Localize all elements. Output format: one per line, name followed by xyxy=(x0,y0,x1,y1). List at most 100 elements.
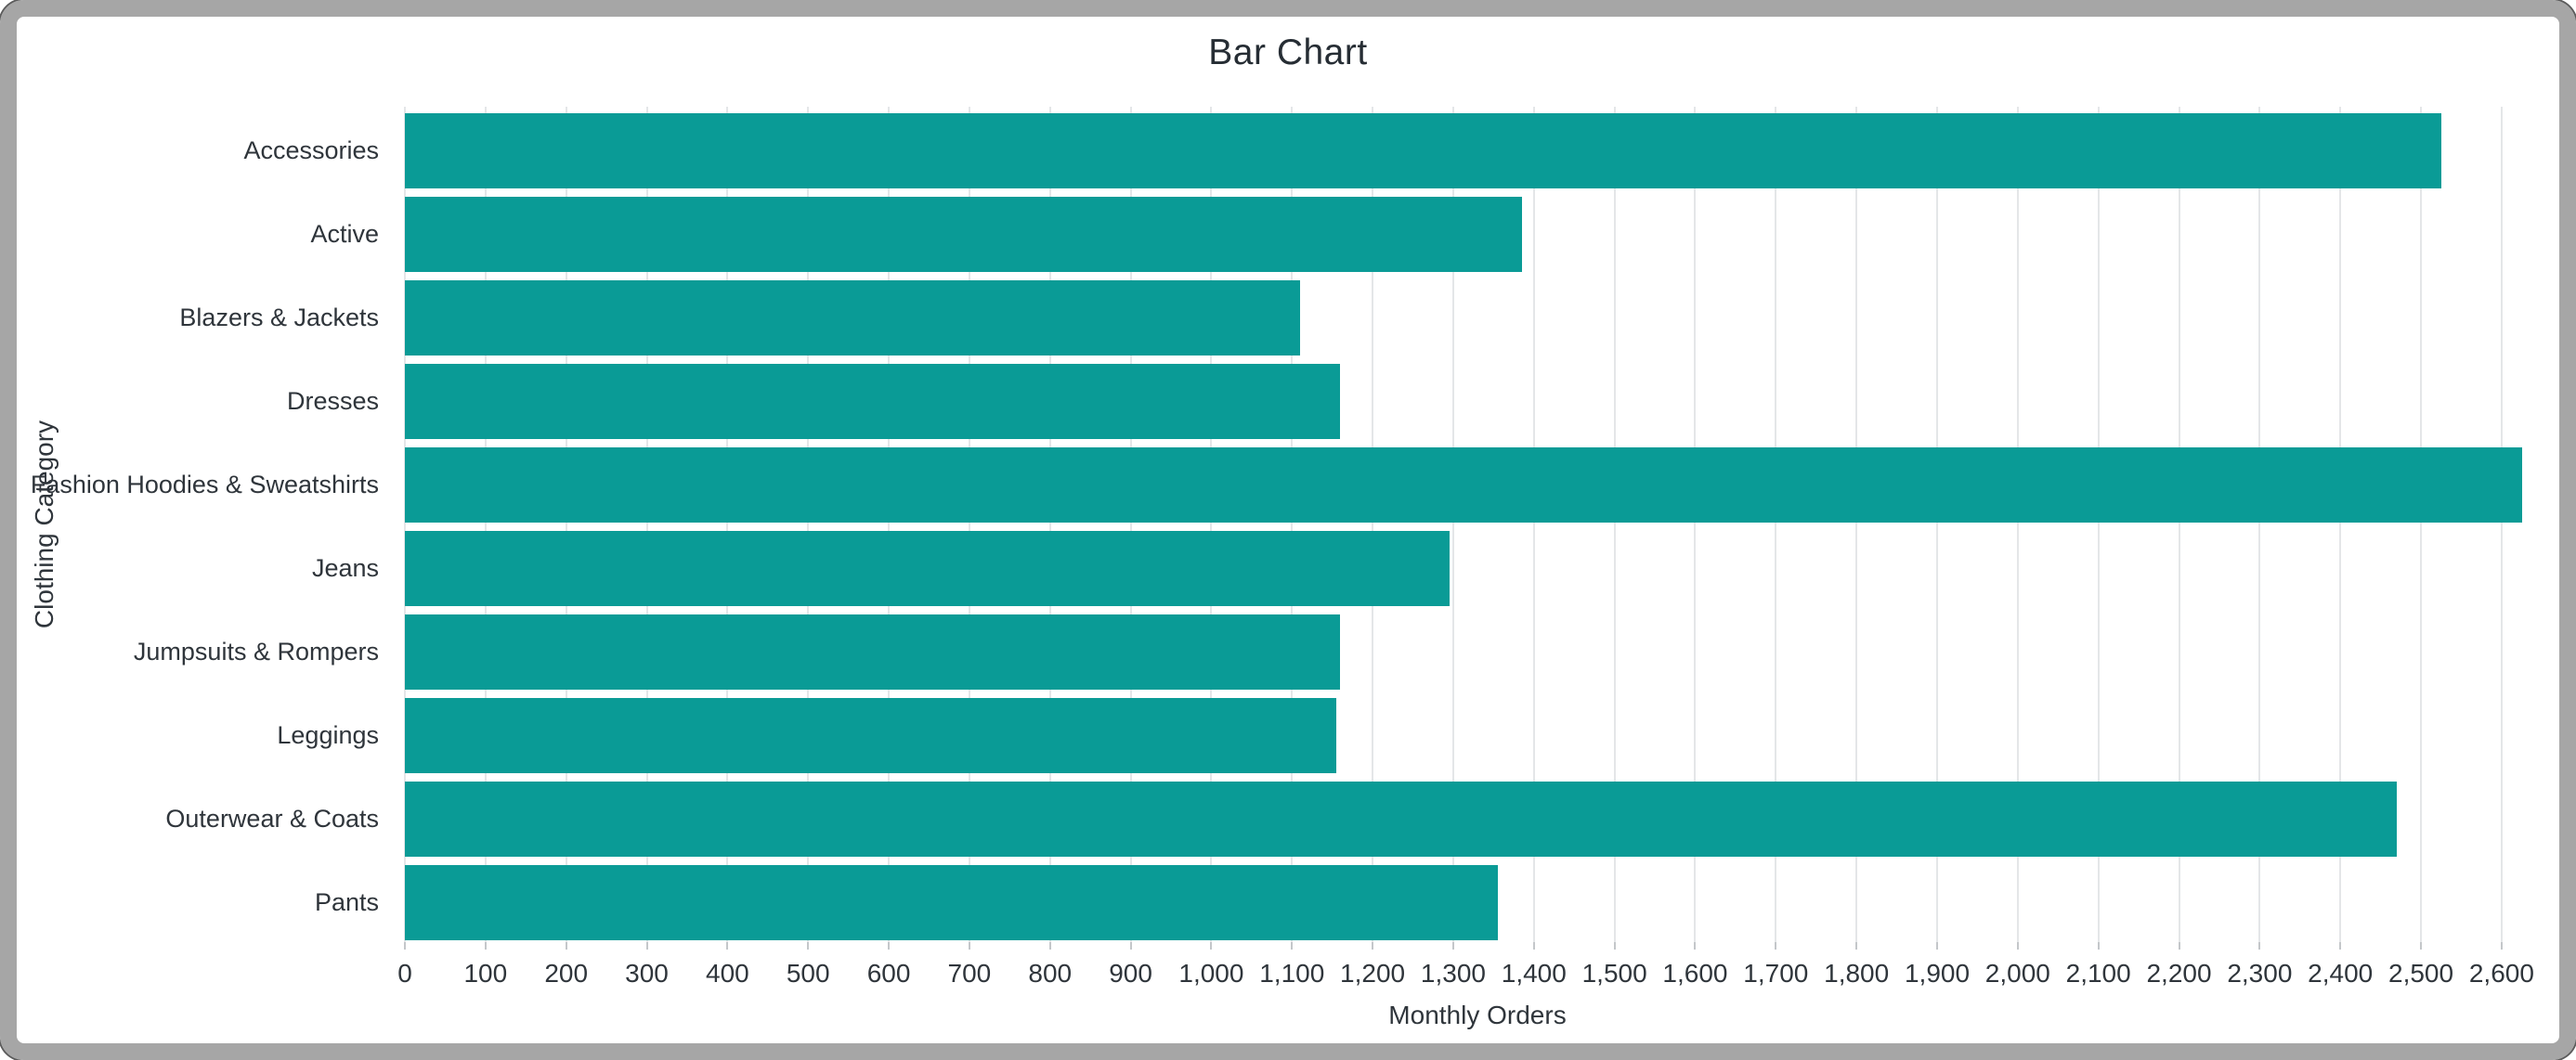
x-tick-mark-1400 xyxy=(1532,942,1535,950)
x-tick-label-2000: 2,000 xyxy=(1984,959,2050,988)
bar-fashion-hoodies-sweatshirts xyxy=(405,447,2522,523)
x-tick-mark-300 xyxy=(645,942,648,950)
gridline-2300 xyxy=(2258,107,2261,942)
gridline-1800 xyxy=(1855,107,1858,942)
x-tick-label-1200: 1,200 xyxy=(1340,959,1406,988)
x-tick-label-2500: 2,500 xyxy=(2388,959,2454,988)
gridline-600 xyxy=(888,107,891,942)
x-tick-label-800: 800 xyxy=(1028,959,1073,988)
bar-jumpsuits-rompers xyxy=(405,614,1341,690)
x-tick-mark-800 xyxy=(1048,942,1051,950)
x-tick-mark-2000 xyxy=(2016,942,2019,950)
x-tick-mark-2600 xyxy=(2500,942,2503,950)
y-axis-category-labels: Accessories Active Blazers & Jackets Dresse… xyxy=(0,107,381,942)
x-tick-label-400: 400 xyxy=(706,959,749,988)
x-tick-mark-1800 xyxy=(1855,942,1858,950)
gridline-1100 xyxy=(1291,107,1294,942)
x-tick-label-900: 900 xyxy=(1109,959,1152,988)
x-tick-mark-1200 xyxy=(1372,942,1374,950)
x-tick-mark-1700 xyxy=(1775,942,1777,950)
gridline-700 xyxy=(968,107,970,942)
gridline-900 xyxy=(1129,107,1132,942)
x-tick-label-1500: 1,500 xyxy=(1581,959,1647,988)
gridline-1400 xyxy=(1532,107,1535,942)
category-label-jumpsuits-rompers: Jumpsuits & Rompers xyxy=(133,638,379,666)
gridline-2100 xyxy=(2097,107,2100,942)
x-tick-mark-2500 xyxy=(2420,942,2423,950)
x-axis-ticks: 0 100 200 300 400 500 600 700 800 900 1,000 1,100 1,… xyxy=(397,942,2550,1000)
gridline-1600 xyxy=(1694,107,1697,942)
x-tick-label-2200: 2,200 xyxy=(2146,959,2212,988)
bar-leggings xyxy=(405,698,1337,773)
x-tick-mark-1500 xyxy=(1613,942,1616,950)
x-tick-label-300: 300 xyxy=(625,959,669,988)
category-label-dresses: Dresses xyxy=(286,387,379,415)
bar-blazers-jackets xyxy=(405,280,1300,355)
gridline-100 xyxy=(484,107,487,942)
x-tick-label-1700: 1,700 xyxy=(1743,959,1809,988)
x-tick-mark-2100 xyxy=(2097,942,2100,950)
gridline-1700 xyxy=(1775,107,1777,942)
category-label-pants: Pants xyxy=(314,888,379,916)
bar-accessories xyxy=(405,113,2441,188)
category-label-blazers-jackets: Blazers & Jackets xyxy=(179,304,379,331)
gridline-2000 xyxy=(2016,107,2019,942)
bar-outerwear-coats xyxy=(405,782,2397,857)
x-tick-label-600: 600 xyxy=(866,959,911,988)
gridline-1300 xyxy=(1451,107,1454,942)
x-tick-label-1800: 1,800 xyxy=(1824,959,1890,988)
gridline-400 xyxy=(726,107,729,942)
x-tick-label-200: 200 xyxy=(544,959,589,988)
category-label-accessories: Accessories xyxy=(243,136,379,164)
category-label-outerwear-coats: Outerwear & Coats xyxy=(165,805,379,833)
x-axis-title: Monthly Orders xyxy=(1388,1001,1567,1029)
x-tick-mark-0 xyxy=(404,942,406,950)
gridline-500 xyxy=(807,107,810,942)
category-label-fashion-hoodies-sweatshirts: Fashion Hoodies & Sweatshirts xyxy=(30,471,379,498)
plot-area xyxy=(404,107,2550,942)
x-tick-label-2100: 2,100 xyxy=(2065,959,2131,988)
gridline-1500 xyxy=(1613,107,1616,942)
x-tick-label-2400: 2,400 xyxy=(2308,959,2374,988)
category-label-jeans: Jeans xyxy=(311,554,379,582)
gridline-2200 xyxy=(2178,107,2180,942)
gridline-1900 xyxy=(1936,107,1938,942)
gridline-300 xyxy=(645,107,648,942)
bar-pants xyxy=(405,865,1498,940)
bar-dresses xyxy=(405,364,1341,439)
x-tick-label-1100: 1,100 xyxy=(1259,959,1325,988)
y-axis-title: Clothing Category xyxy=(30,420,59,629)
x-tick-mark-700 xyxy=(968,942,970,950)
x-tick-label-2600: 2,600 xyxy=(2468,959,2534,988)
x-tick-mark-500 xyxy=(807,942,810,950)
x-tick-label-1000: 1,000 xyxy=(1178,959,1244,988)
gridline-800 xyxy=(1048,107,1051,942)
x-tick-mark-1300 xyxy=(1451,942,1454,950)
gridline-1200 xyxy=(1372,107,1374,942)
x-tick-label-2300: 2,300 xyxy=(2227,959,2293,988)
x-tick-label-1900: 1,900 xyxy=(1904,959,1971,988)
gridline-2600 xyxy=(2500,107,2503,942)
x-tick-mark-1000 xyxy=(1210,942,1213,950)
x-tick-mark-1100 xyxy=(1291,942,1294,950)
x-tick-label-500: 500 xyxy=(786,959,830,988)
x-tick-mark-900 xyxy=(1129,942,1132,950)
category-label-active: Active xyxy=(310,220,379,248)
x-tick-mark-2300 xyxy=(2258,942,2261,950)
gridline-200 xyxy=(565,107,567,942)
x-tick-label-700: 700 xyxy=(947,959,992,988)
x-tick-mark-1900 xyxy=(1936,942,1938,950)
gridline-2500 xyxy=(2420,107,2423,942)
gridline-1000 xyxy=(1210,107,1213,942)
x-tick-label-1300: 1,300 xyxy=(1420,959,1486,988)
gridline-0 xyxy=(404,107,406,942)
bar-jeans xyxy=(405,531,1450,606)
x-tick-label-100: 100 xyxy=(463,959,508,988)
x-tick-mark-400 xyxy=(726,942,729,950)
x-tick-mark-2200 xyxy=(2178,942,2180,950)
category-label-leggings: Leggings xyxy=(277,721,379,749)
x-tick-mark-200 xyxy=(565,942,567,950)
gridline-2400 xyxy=(2339,107,2342,942)
x-tick-label-0: 0 xyxy=(397,959,412,988)
